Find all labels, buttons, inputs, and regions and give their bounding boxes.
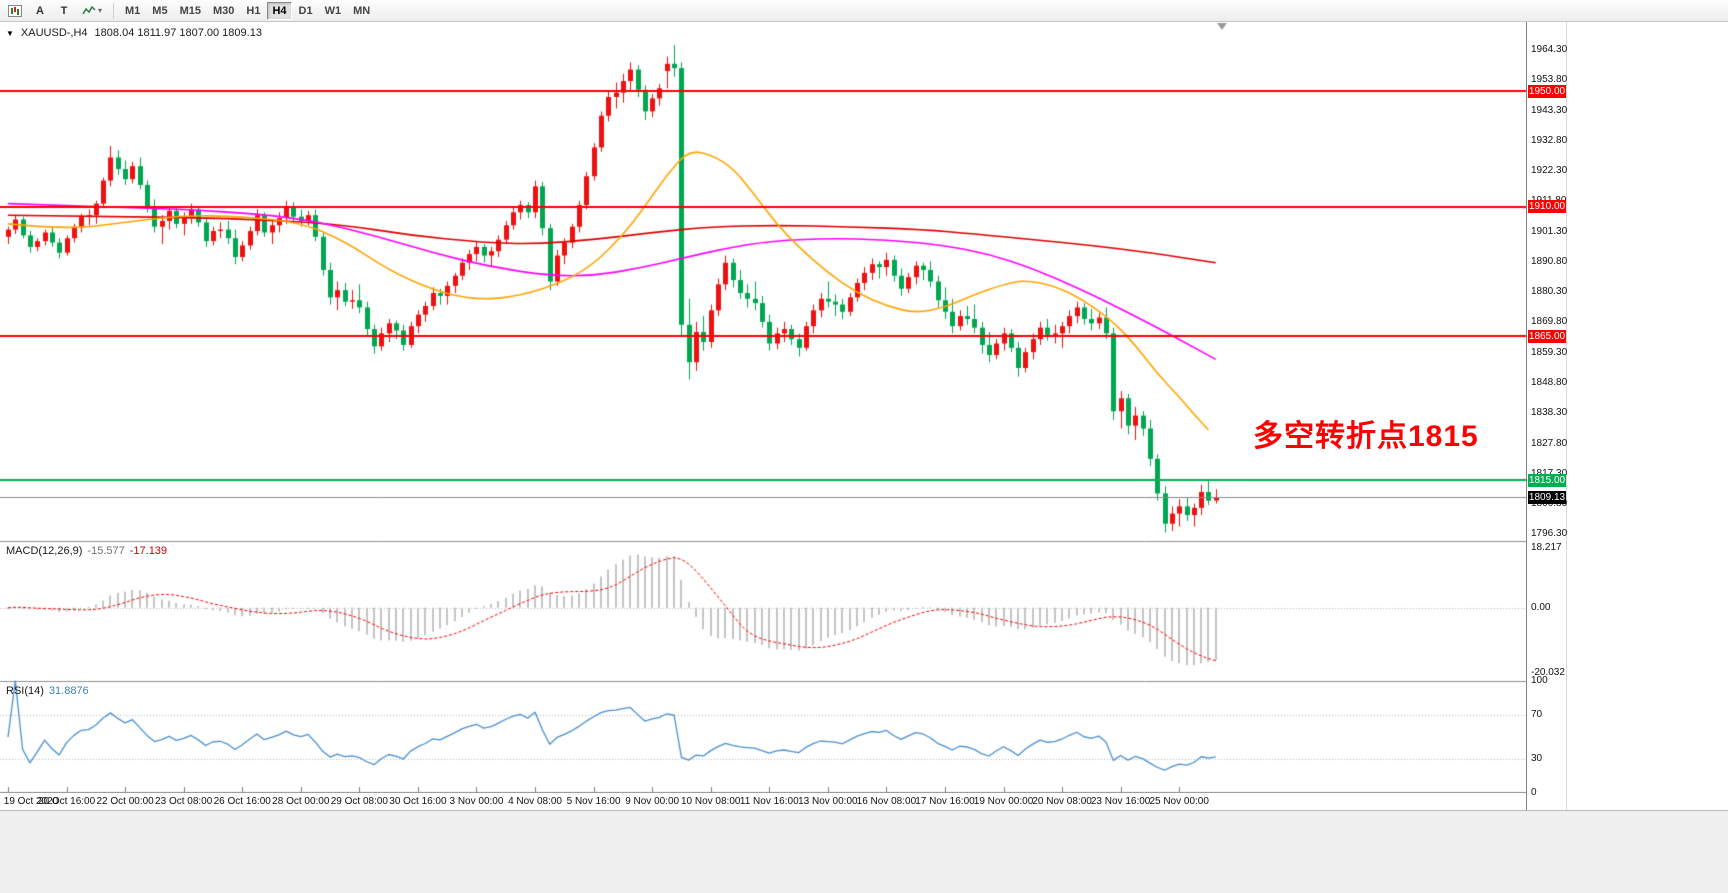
timeframe-m30-button[interactable]: M30 [208,2,239,20]
price-level-tag: 1910.00 [1528,200,1566,214]
timeframe-m15-button[interactable]: M15 [175,2,206,20]
macd-signal-value: -17.139 [129,545,168,557]
time-axis-label: 22 Oct 00:00 [96,796,154,807]
macd-tick-label: -20.032 [1531,666,1565,678]
ohlc-text: 1808.04 1811.97 1807.00 1809.13 [94,27,262,39]
tool-a-button[interactable]: A [29,2,51,20]
zigzag-icon [82,5,96,14]
timeframe-h1-button[interactable]: H1 [241,2,265,20]
symbol-text: XAUUSD-,H4 [20,27,88,39]
time-axis-label: 29 Oct 08:00 [330,796,388,807]
time-axis-label: 26 Oct 16:00 [213,796,271,807]
symbol-label: ▼ XAUUSD-,H4 1808.04 1811.97 1807.00 180… [6,27,262,39]
price-tick-label: 1932.80 [1531,134,1568,146]
rsi-name: RSI(14) [6,685,44,697]
macd-tick-label: 0.00 [1531,601,1551,613]
time-axis-label: 9 Nov 00:00 [625,796,680,807]
price-scale[interactable]: 1964.301953.801943.301932.801922.301911.… [1526,22,1568,810]
bottom-strip [0,810,1728,893]
time-axis-label: 16 Nov 08:00 [856,796,917,807]
price-tick-label: 1943.30 [1531,104,1568,116]
chart-annotation-text[interactable]: 多空转折点1815 [1253,420,1479,453]
bid-price-tag: 1809.13 [1528,490,1566,504]
chart-grid-button[interactable] [3,2,27,20]
price-tick-label: 1796.30 [1531,528,1568,540]
time-axis-label: 5 Nov 16:00 [566,796,621,807]
time-axis-label: 23 Oct 08:00 [155,796,213,807]
price-tick-label: 1848.80 [1531,376,1568,388]
chart-window: ▼ XAUUSD-,H4 1808.04 1811.97 1807.00 180… [0,22,1568,810]
timeframe-m1-button[interactable]: M1 [120,2,145,20]
time-axis-label: 23 Nov 16:00 [1090,796,1151,807]
time-axis-label: 4 Nov 08:00 [508,796,562,807]
time-axis-label: 25 Nov 00:00 [1149,796,1209,807]
price-level-tag: 1950.00 [1528,84,1566,98]
one-click-trading-toggle[interactable]: ▼ [6,28,14,38]
time-axis-label: 28 Oct 00:00 [272,796,330,807]
time-axis-label: 20 Nov 08:00 [1032,796,1092,807]
candlestick-chart-icon [8,4,22,17]
time-axis-label: 3 Nov 00:00 [449,796,504,807]
rsi-tick-label: 30 [1531,753,1543,765]
rsi-indicator-label: RSI(14) 31.8876 [6,685,89,697]
toolbar-separator [113,2,115,19]
time-axis[interactable]: 19 Oct 2020 20 Oct 16:00 22 Oct 00:00 23 Oc… [0,793,1526,810]
draw-tools-dropdown-button[interactable]: ▾ [77,2,107,20]
chevron-down-icon: ▾ [98,6,103,15]
macd-name: MACD(12,26,9) [6,545,83,557]
price-level-tag: 1865.00 [1528,329,1566,343]
time-axis-label: 20 Oct 16:00 [37,796,96,807]
timeframe-mn-button[interactable]: MN [348,2,375,20]
timeframe-w1-button[interactable]: W1 [320,2,347,20]
time-axis-label: 11 Nov 16:00 [739,796,799,807]
price-tick-label: 1953.80 [1531,74,1568,86]
time-axis-label: 30 Oct 16:00 [389,796,447,807]
price-tick-label: 1922.30 [1531,165,1568,177]
price-level-tag: 1815.00 [1528,473,1566,487]
price-tick-label: 1859.30 [1531,346,1568,358]
timeframe-h4-button[interactable]: H4 [267,2,292,20]
chart-canvas[interactable] [0,22,1526,793]
macd-tick-label: 18.217 [1531,542,1562,554]
rsi-tick-label: 0 [1531,787,1537,798]
price-tick-label: 1838.30 [1531,407,1568,419]
price-tick-label: 1964.30 [1531,43,1568,55]
time-axis-label: 10 Nov 08:00 [680,796,741,807]
macd-main-value: -15.577 [87,545,125,557]
time-axis-label: 19 Nov 00:00 [973,796,1034,807]
timeframe-d1-button[interactable]: D1 [294,2,318,20]
time-axis-label: 17 Nov 16:00 [915,796,975,807]
rsi-value: 31.8876 [48,685,89,697]
rsi-tick-label: 70 [1531,708,1543,720]
price-tick-label: 1817.30 [1531,468,1567,480]
price-tick-label: 1827.80 [1531,437,1568,449]
price-tick-label: 1890.80 [1531,255,1568,267]
workspace-background [1566,22,1728,810]
timeframe-m5-button[interactable]: M5 [147,2,172,20]
price-tick-label: 1901.30 [1531,225,1568,237]
tool-t-button[interactable]: T [53,2,75,20]
macd-indicator-label: MACD(12,26,9) -15.577 -17.139 [6,545,167,557]
time-axis-label: 13 Nov 00:00 [798,796,858,807]
timeframe-group: M1 M5 M15 M30 H1 H4 D1 W1 MN [119,1,376,20]
time-axis-label: 19 Oct 2020 [3,796,59,807]
price-tick-label: 1869.80 [1531,316,1568,328]
rsi-tick-label: 100 [1531,675,1548,686]
price-tick-label: 1880.30 [1531,286,1568,298]
